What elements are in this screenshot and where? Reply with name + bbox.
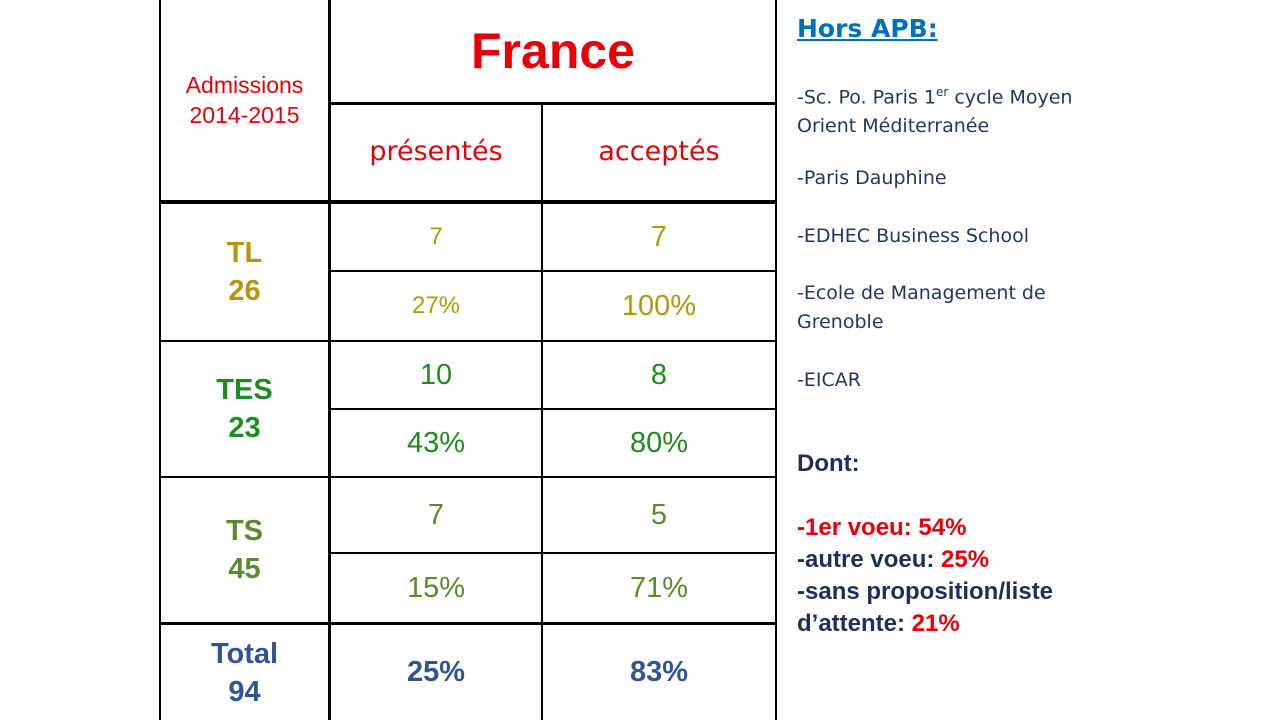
table-border — [159, 0, 161, 720]
item-text: cycle Moyen Orient Méditerranée — [797, 86, 1073, 138]
dont-label: -autre voeu: — [797, 546, 942, 573]
table-border — [329, 408, 777, 410]
table-border — [329, 102, 777, 105]
table-cell: 25% — [406, 656, 466, 689]
col-header-acceptes: acceptés — [598, 136, 720, 168]
table-cell: 27% — [411, 291, 461, 319]
table-border — [775, 0, 777, 720]
dont-label: -sans proposition/liste — [797, 578, 1054, 605]
table-cell: 100% — [621, 289, 697, 322]
row-count: 45 — [228, 553, 261, 585]
corner-label-line: Admissions — [185, 72, 304, 98]
table-border — [328, 0, 331, 720]
table-cell: 8 — [650, 358, 668, 391]
table-border — [159, 476, 777, 478]
dont-title: Dont: — [797, 450, 860, 477]
table-border — [159, 622, 777, 625]
table-cell: 83% — [629, 656, 689, 689]
dont-label: d’attente: — [797, 610, 912, 637]
hors-apb-title: Hors APB: — [797, 14, 938, 43]
row-head-total: Total 94 — [161, 625, 328, 720]
table-cell: 7 — [429, 222, 443, 250]
dont-line: -sans proposition/liste — [797, 576, 1053, 608]
table-cell: 15% — [406, 571, 466, 604]
table-cell: 10 — [419, 358, 453, 391]
dont-value: 21% — [911, 610, 960, 637]
row-head-tes: TES 23 — [161, 342, 328, 476]
row-head-ts: TS 45 — [161, 478, 328, 622]
dont-value: 25% — [941, 546, 990, 573]
row-count: 23 — [228, 412, 261, 444]
hors-apb-item: -EDHEC Business School — [797, 225, 1029, 247]
table-border — [541, 104, 543, 720]
table-border — [159, 340, 777, 342]
table-border — [329, 270, 777, 272]
dont-value: 54% — [918, 514, 967, 541]
row-count: 94 — [228, 675, 261, 708]
dont-line: -autre voeu: 25% — [797, 544, 989, 576]
country-title: France — [471, 23, 635, 79]
item-text: -Sc. Po. Paris 1 — [797, 86, 936, 109]
dont-line: d’attente: 21% — [797, 608, 960, 640]
hors-apb-item: -EICAR — [797, 369, 861, 391]
table-border — [159, 200, 777, 204]
hors-apb-item: -Sc. Po. Paris 1er cycle Moyen Orient Mé… — [797, 78, 1097, 141]
row-count: 26 — [228, 275, 261, 307]
table-cell: 7 — [650, 220, 668, 253]
corner-label-line: 2014-2015 — [189, 102, 300, 128]
table-cell: 80% — [629, 426, 689, 459]
corner-label: Admissions 2014-2015 — [161, 0, 328, 200]
table-cell: 71% — [629, 571, 689, 604]
row-head-tl: TL 26 — [161, 204, 328, 340]
col-header-presentes: présentés — [369, 136, 503, 168]
hors-apb-item: -Ecole de Management de Grenoble — [797, 282, 1046, 333]
row-name: TL — [226, 237, 263, 269]
row-name: Total — [210, 637, 279, 670]
row-name: TES — [216, 374, 273, 406]
dont-label: -1er voeu: — [797, 514, 919, 541]
item-sup: er — [935, 85, 949, 99]
dont-line: -1er voeu: 54% — [797, 512, 966, 544]
table-cell: 43% — [406, 426, 466, 459]
table-cell: 7 — [427, 498, 445, 531]
row-name: TS — [225, 515, 264, 547]
table-border — [329, 552, 777, 554]
table-cell: 5 — [650, 498, 668, 531]
hors-apb-item: -Paris Dauphine — [797, 167, 947, 189]
